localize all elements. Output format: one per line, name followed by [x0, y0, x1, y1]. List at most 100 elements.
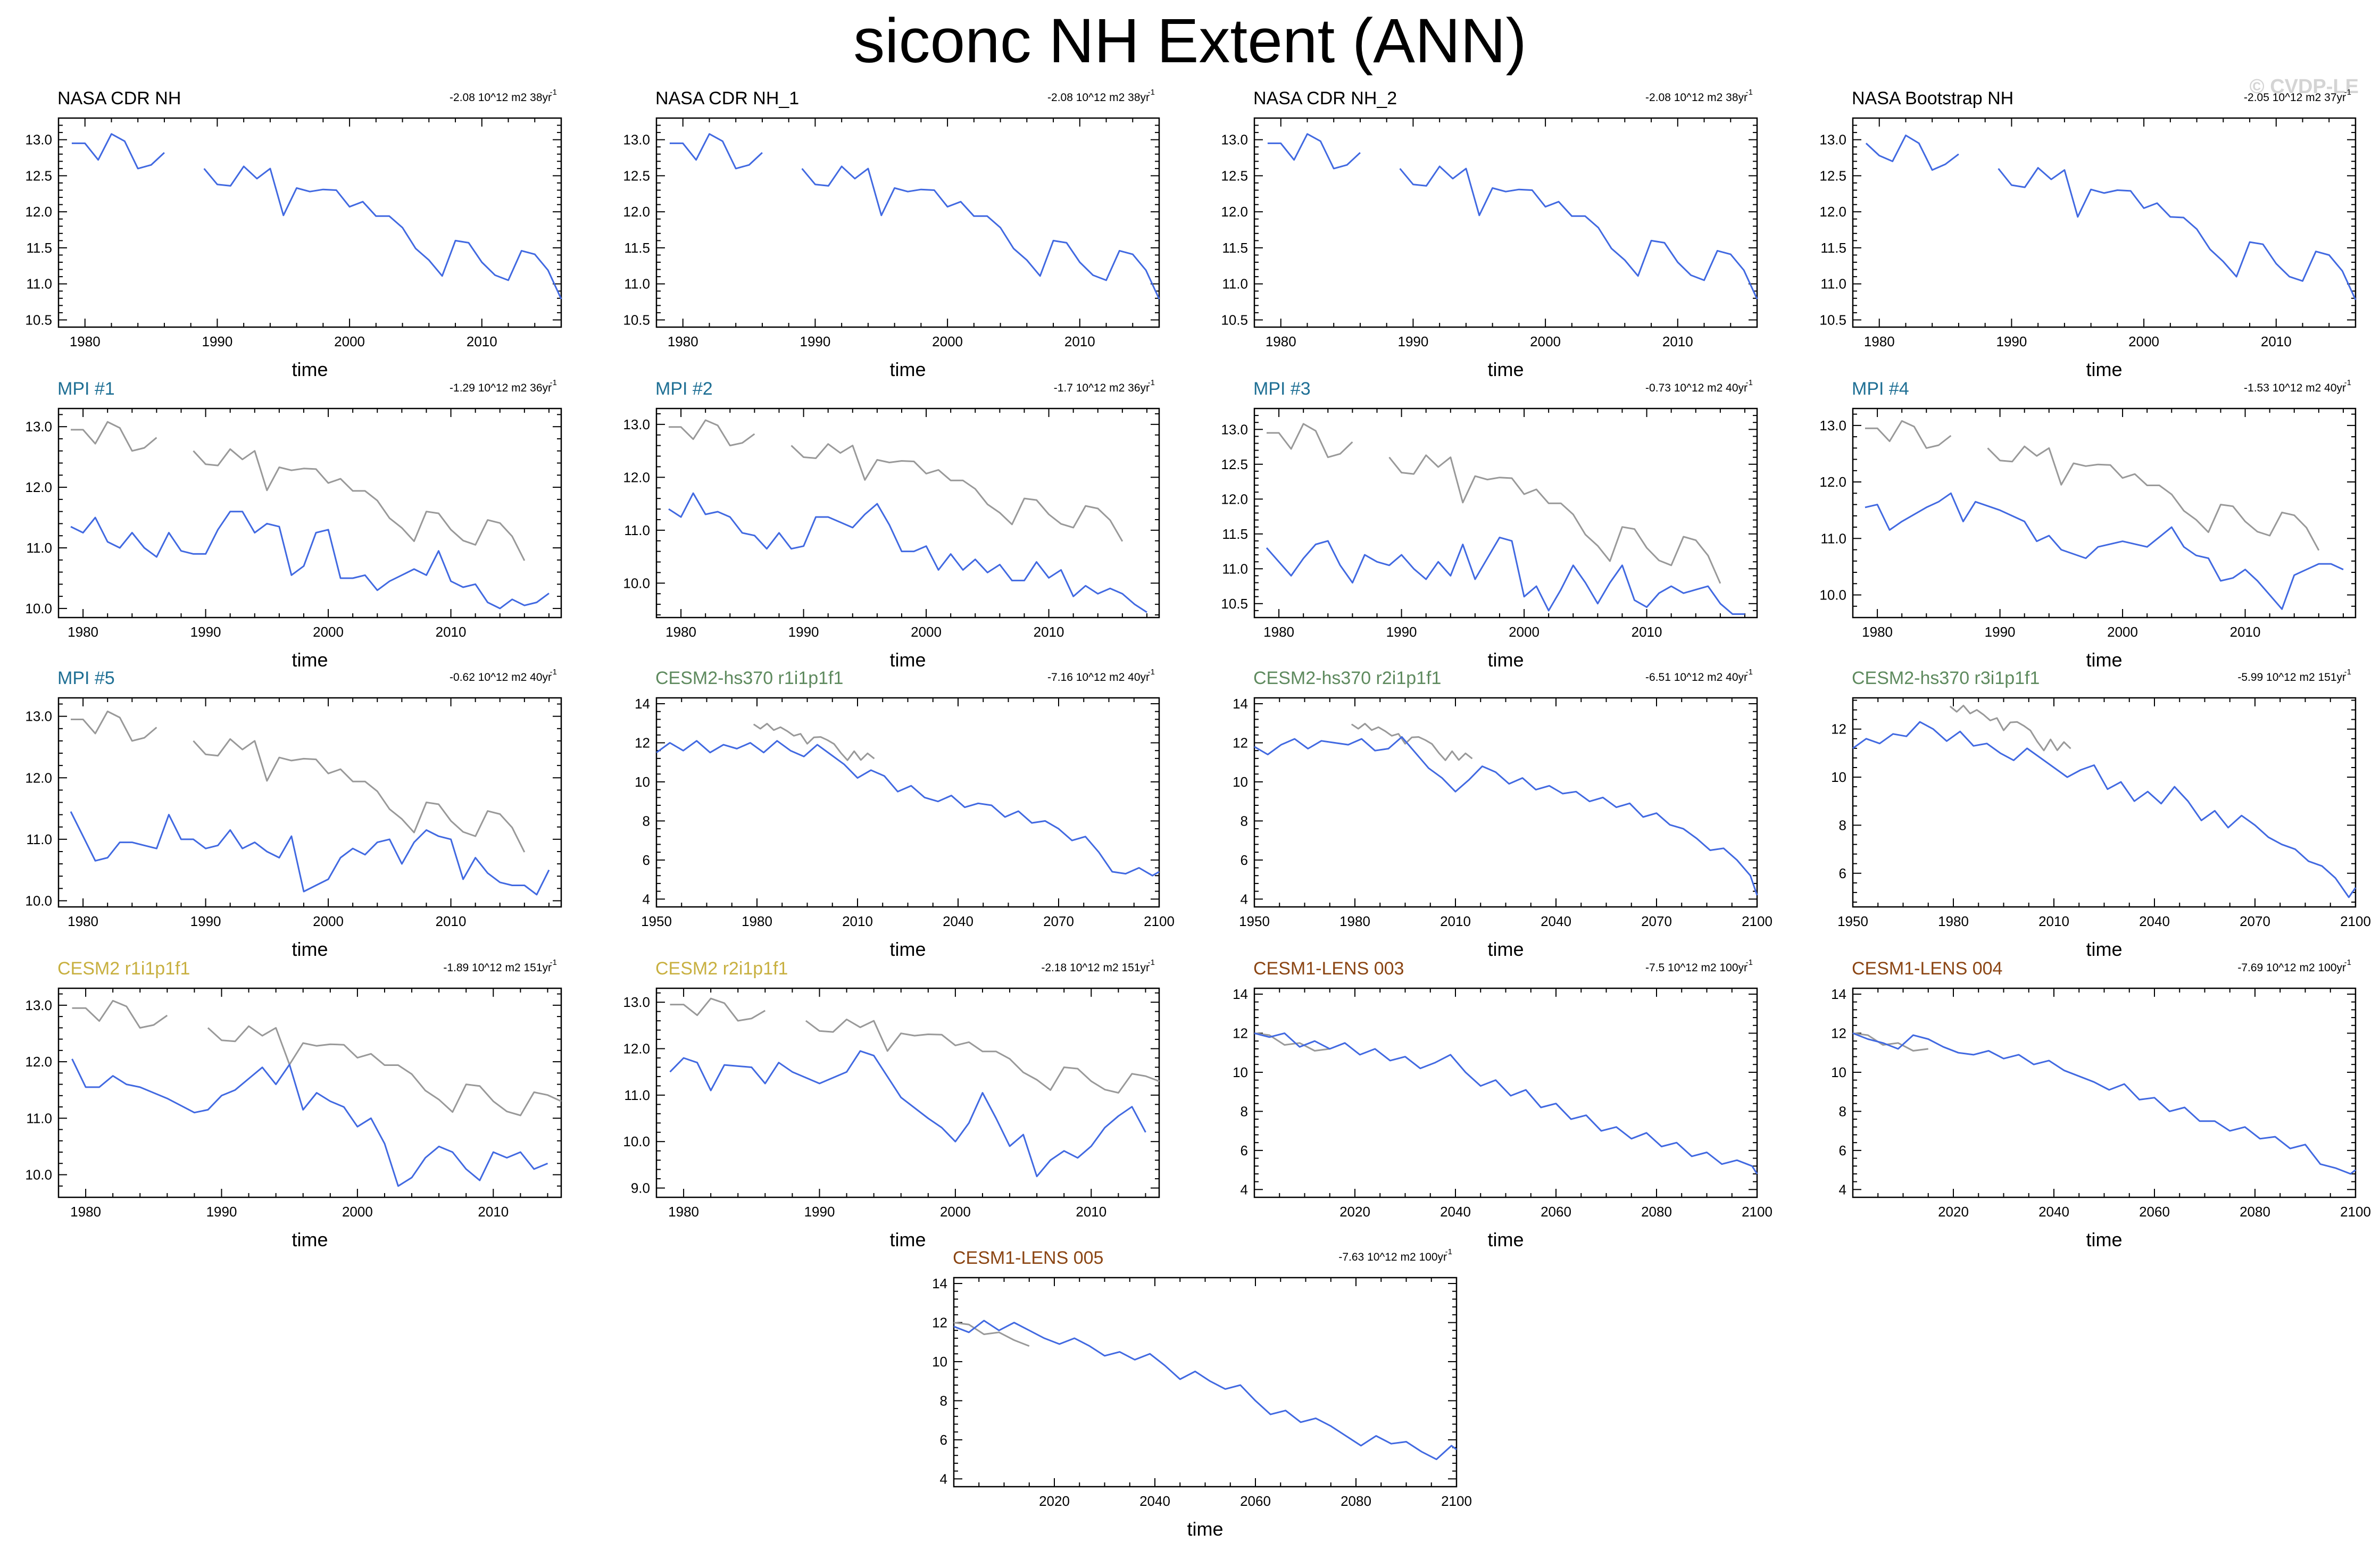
trend-label: -6.51 10^12 m2 40yr [1645, 671, 1747, 684]
chart-panel: MPI #2 -1.7 10^12 m2 36yr-1 1980 1990 2000 20… [623, 378, 1160, 671]
y-tick-label: 14 [1233, 696, 1248, 712]
y-tick-label: 10.0 [25, 601, 52, 616]
x-tick-label: 2010 [842, 913, 873, 929]
trend-exponent: -1 [1148, 88, 1155, 97]
x-tick-label: 2010 [1440, 913, 1471, 929]
x-tick-label: 1980 [668, 334, 698, 349]
chart-panel: CESM2-hs370 r3i1p1f1 -5.99 10^12 m2 151yr… [1831, 668, 2371, 960]
y-tick-label: 13.0 [1221, 132, 1248, 148]
y-tick-label: 12.0 [623, 204, 650, 220]
x-tick-label: 2000 [940, 1204, 971, 1220]
y-tick-label: 13.0 [623, 994, 650, 1010]
y-tick-label: 4 [940, 1471, 947, 1487]
trend-label: -1.7 10^12 m2 36yr [1054, 382, 1150, 394]
y-tick-label: 13.0 [25, 709, 52, 724]
x-tick-label: 2010 [436, 624, 467, 640]
trend-exponent: -1 [550, 668, 557, 677]
chart-panel: CESM2 r1i1p1f1 -1.89 10^12 m2 151yr-1 1980… [25, 958, 562, 1251]
series-line [753, 723, 875, 761]
x-tick-label: 2000 [313, 913, 344, 929]
series-line [71, 421, 526, 561]
y-tick-label: 6 [1241, 852, 1248, 868]
x-tick-label: 2080 [1341, 1493, 1371, 1509]
x-tick-label: 1980 [68, 624, 98, 640]
x-axis-label: time [889, 359, 926, 380]
y-tick-label: 12.0 [1819, 474, 1846, 490]
panel-title: MPI #1 [57, 379, 115, 399]
panel-title: NASA Bootstrap NH [1852, 88, 2013, 109]
y-tick-label: 12 [1831, 1025, 1846, 1041]
x-tick-label: 2010 [2038, 913, 2069, 929]
trend-exponent: -1 [1445, 1247, 1452, 1256]
x-axis-label: time [2086, 649, 2122, 671]
series-line [1267, 423, 1721, 584]
y-tick-label: 12 [1233, 735, 1248, 751]
y-tick-label: 11.0 [1820, 276, 1846, 292]
y-tick-label: 6 [643, 852, 650, 868]
y-tick-label: 9.0 [631, 1180, 650, 1196]
x-axis-label: time [2086, 359, 2122, 380]
x-tick-label: 2100 [1144, 913, 1175, 929]
y-tick-label: 11.5 [1820, 240, 1846, 256]
panel-title: NASA CDR NH_2 [1253, 88, 1397, 109]
trend-label: -2.08 10^12 m2 38yr [1047, 91, 1150, 104]
x-tick-label: 2040 [2038, 1204, 2069, 1220]
y-tick-label: 13.0 [1819, 418, 1846, 434]
chart-panel: NASA CDR NH -2.08 10^12 m2 38yr-1 1980 1990… [25, 88, 562, 380]
y-tick-label: 14 [932, 1276, 947, 1291]
series-line [72, 999, 562, 1116]
y-tick-label: 10 [1831, 769, 1846, 785]
trend-exponent: -1 [2344, 958, 2351, 967]
trend-exponent: -1 [2344, 668, 2351, 677]
trend-label: -7.69 10^12 m2 100yr [2237, 962, 2346, 974]
trend-exponent: -1 [1148, 378, 1155, 387]
x-tick-label: 1950 [1837, 913, 1868, 929]
series-line [953, 1320, 1457, 1461]
series-line [669, 133, 1160, 299]
y-tick-label: 12.0 [1819, 204, 1846, 220]
chart-panel: CESM2-hs370 r2i1p1f1 -6.51 10^12 m2 40yr-… [1233, 668, 1772, 960]
series-line [71, 1058, 548, 1187]
panel-title: CESM1-LENS 005 [953, 1248, 1103, 1268]
x-tick-label: 1980 [1266, 334, 1296, 349]
x-axis-label: time [1487, 938, 1524, 960]
y-tick-label: 13.0 [1819, 132, 1846, 148]
x-axis-label: time [889, 649, 926, 671]
trend-label: -2.08 10^12 m2 38yr [450, 91, 552, 104]
x-tick-label: 2040 [943, 913, 973, 929]
x-tick-label: 2000 [2128, 334, 2159, 349]
series-line [1852, 721, 2357, 898]
x-tick-label: 2080 [1641, 1204, 1672, 1220]
x-tick-label: 2060 [1541, 1204, 1571, 1220]
y-tick-label: 10.5 [1221, 596, 1248, 612]
y-tick-label: 12 [1233, 1025, 1248, 1041]
trend-exponent: -1 [1148, 668, 1155, 677]
trend-label: -7.5 10^12 m2 100yr [1645, 962, 1747, 974]
panel-title: CESM2 r2i1p1f1 [655, 958, 788, 979]
x-tick-label: 1980 [668, 1204, 699, 1220]
y-tick-label: 8 [1839, 817, 1846, 833]
y-tick-label: 11.5 [26, 240, 52, 256]
x-tick-label: 2000 [313, 624, 344, 640]
x-axis-label: time [292, 359, 328, 380]
plot-frame [655, 117, 1160, 328]
series-line [1865, 135, 2357, 301]
y-tick-label: 8 [643, 813, 650, 829]
x-tick-label: 1990 [206, 1204, 237, 1220]
x-tick-label: 2060 [2139, 1204, 2170, 1220]
chart-panel: NASA CDR NH_1 -2.08 10^12 m2 38yr-1 1980 19… [623, 88, 1160, 380]
y-tick-label: 8 [1241, 1103, 1248, 1119]
chart-panel: CESM1-LENS 004 -7.69 10^12 m2 100yr-1 2020… [1831, 958, 2371, 1251]
x-tick-label: 2040 [2139, 913, 2170, 929]
y-tick-label: 13.0 [1221, 421, 1248, 437]
x-tick-label: 1980 [1864, 334, 1895, 349]
plot-frame [1253, 407, 1758, 619]
trend-exponent: -1 [550, 378, 557, 387]
y-tick-label: 12.0 [25, 770, 52, 786]
y-tick-label: 10.5 [1221, 312, 1248, 328]
x-tick-label: 1950 [641, 913, 672, 929]
x-tick-label: 1980 [1862, 624, 1893, 640]
y-tick-label: 13.0 [25, 419, 52, 435]
trend-exponent: -1 [1746, 378, 1753, 387]
series-line [1852, 1032, 2356, 1175]
